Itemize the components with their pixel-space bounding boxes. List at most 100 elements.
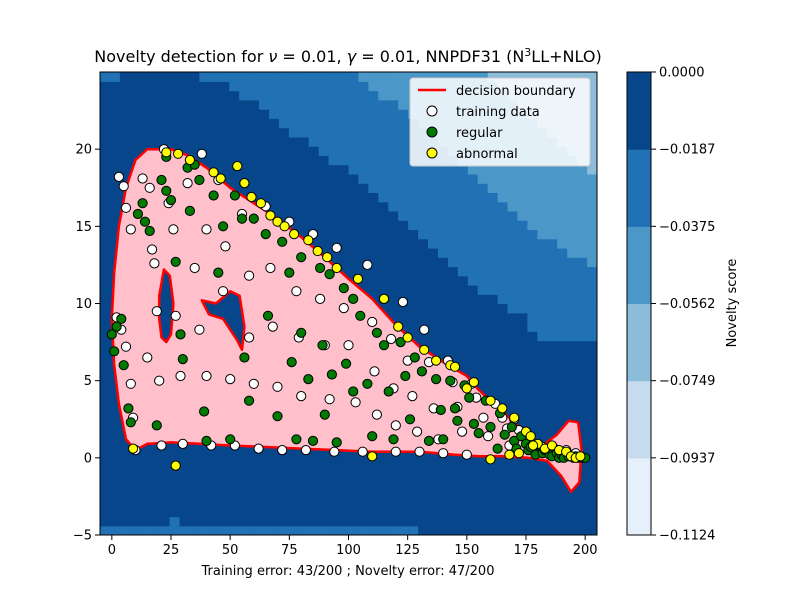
contour-cell (219, 90, 230, 101)
contour-cell (378, 136, 389, 147)
contour-cell (517, 303, 528, 314)
contour-cell (288, 525, 300, 535)
contour-cell (100, 247, 111, 258)
contour-cell (517, 312, 528, 323)
contour-cell (408, 285, 419, 295)
contour-cell (587, 155, 597, 166)
contour-cell (278, 201, 290, 212)
contour-cell (179, 460, 190, 471)
training-data-point (120, 202, 132, 213)
contour-cell (587, 322, 597, 332)
contour-cell (587, 210, 597, 221)
contour-cell (139, 90, 151, 101)
contour-cell (100, 405, 111, 416)
contour-cell (597, 276, 608, 286)
contour-cell (348, 155, 359, 166)
contour-cell (418, 303, 429, 314)
contour-cell (507, 405, 518, 416)
abnormal-point (279, 221, 290, 232)
contour-cell (597, 91, 608, 101)
contour-cell (318, 201, 330, 212)
contour-cell (567, 488, 578, 499)
contour-cell (298, 109, 310, 119)
contour-cell (477, 285, 489, 295)
contour-cell (278, 479, 290, 490)
abnormal-point (546, 440, 558, 451)
contour-cell (597, 396, 608, 406)
contour-cell (408, 322, 419, 332)
contour-cell (587, 183, 597, 193)
contour-cell (278, 498, 290, 508)
contour-cell (537, 340, 548, 351)
colorbar-swatch (627, 149, 651, 227)
contour-cell (547, 164, 558, 175)
contour-cell (557, 359, 568, 369)
contour-cell (358, 146, 369, 156)
regular-point (132, 208, 143, 220)
contour-cell (557, 285, 568, 295)
contour-cell (229, 173, 240, 184)
contour-cell (219, 146, 230, 156)
contour-cell (259, 470, 270, 481)
contour-cell (189, 146, 200, 156)
contour-cell (348, 247, 359, 258)
contour-cell (109, 488, 121, 499)
contour-cell (457, 294, 469, 305)
contour-cell (249, 479, 260, 490)
abnormal-point (161, 147, 172, 158)
contour-cell (278, 81, 290, 92)
legend-label-boundary: decision boundary (456, 84, 576, 99)
contour-cell (467, 498, 479, 508)
contour-cell (497, 470, 509, 481)
contour-cell (239, 118, 250, 129)
contour-cell (587, 238, 597, 249)
contour-cell (547, 257, 558, 268)
contour-cell (189, 99, 200, 110)
contour-cell (457, 164, 469, 175)
contour-cell (418, 257, 429, 268)
contour-cell (348, 90, 359, 101)
contour-cell (129, 525, 141, 535)
contour-cell (547, 322, 558, 332)
contour-cell (597, 387, 608, 397)
contour-cell (348, 507, 359, 518)
contour-cell (477, 340, 489, 351)
contour-cell (159, 99, 171, 110)
contour-cell (537, 285, 548, 295)
contour-cell (378, 266, 389, 277)
contour-cell (149, 81, 161, 92)
contour-cell (597, 72, 608, 82)
training-data-point (390, 420, 401, 431)
contour-cell (398, 460, 409, 471)
contour-cell (487, 210, 499, 221)
contour-cell (497, 377, 509, 388)
contour-cell (408, 525, 419, 535)
contour-cell (100, 488, 111, 499)
regular-point (225, 434, 236, 445)
contour-cell (368, 266, 379, 277)
contour-cell (557, 488, 568, 499)
contour-cell (597, 350, 608, 360)
contour-cell (597, 304, 608, 314)
contour-cell (239, 507, 250, 518)
contour-cell (577, 423, 588, 434)
contour-cell (348, 118, 359, 129)
contour-cell (358, 285, 369, 295)
contour-cell (388, 229, 399, 240)
contour-cell (348, 488, 359, 499)
contour-cell (109, 414, 121, 425)
contour-cell (378, 81, 389, 92)
contour-cell (567, 386, 578, 397)
contour-cell (497, 488, 509, 499)
contour-cell (259, 192, 270, 203)
regular-point (218, 221, 229, 232)
contour-cell (100, 340, 111, 351)
contour-cell (477, 173, 489, 184)
contour-cell (338, 81, 350, 92)
contour-cell (189, 498, 200, 508)
contour-cell (477, 377, 489, 388)
contour-cell (348, 183, 359, 193)
regular-point (229, 190, 240, 201)
contour-cell (318, 220, 330, 231)
contour-cell (288, 136, 300, 147)
